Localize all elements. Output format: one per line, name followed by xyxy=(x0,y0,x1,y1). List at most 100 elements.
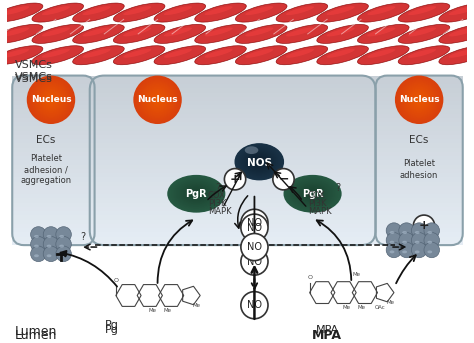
Bar xyxy=(12,97,95,101)
Ellipse shape xyxy=(327,49,355,58)
Text: Lumen: Lumen xyxy=(15,324,57,338)
Circle shape xyxy=(37,86,65,114)
Bar xyxy=(375,88,463,93)
Ellipse shape xyxy=(34,235,39,238)
Bar xyxy=(12,118,95,122)
Bar xyxy=(375,207,463,211)
Circle shape xyxy=(147,90,168,110)
Circle shape xyxy=(48,96,55,103)
Bar xyxy=(90,139,375,143)
Ellipse shape xyxy=(42,6,70,15)
Ellipse shape xyxy=(449,49,474,58)
Ellipse shape xyxy=(177,181,215,206)
Circle shape xyxy=(396,76,443,123)
Bar xyxy=(90,80,375,84)
Ellipse shape xyxy=(250,155,268,168)
Bar xyxy=(375,135,463,139)
Bar xyxy=(90,101,375,105)
Circle shape xyxy=(39,88,63,111)
Text: ?: ? xyxy=(335,183,340,193)
Bar xyxy=(90,220,375,224)
Circle shape xyxy=(43,236,59,252)
Bar xyxy=(375,127,463,131)
Ellipse shape xyxy=(439,46,474,65)
Text: PI3K: PI3K xyxy=(308,199,326,208)
Text: −: − xyxy=(278,173,289,186)
Text: Me: Me xyxy=(192,303,201,308)
Circle shape xyxy=(386,242,401,258)
Bar xyxy=(12,165,95,169)
Bar xyxy=(90,160,375,165)
Ellipse shape xyxy=(428,231,432,234)
Bar xyxy=(375,186,463,190)
Circle shape xyxy=(27,76,74,123)
Bar xyxy=(375,105,463,109)
Ellipse shape xyxy=(171,177,221,210)
Circle shape xyxy=(142,84,173,116)
Bar xyxy=(375,194,463,199)
Ellipse shape xyxy=(246,152,273,172)
Bar xyxy=(12,135,95,139)
Ellipse shape xyxy=(317,24,368,44)
Ellipse shape xyxy=(188,189,204,199)
Bar xyxy=(375,97,463,101)
Ellipse shape xyxy=(357,46,409,65)
Bar xyxy=(90,228,375,233)
Ellipse shape xyxy=(82,6,110,15)
Bar xyxy=(90,156,375,160)
Ellipse shape xyxy=(276,3,328,22)
Ellipse shape xyxy=(249,154,269,169)
Ellipse shape xyxy=(248,153,271,170)
Ellipse shape xyxy=(449,27,474,36)
Bar xyxy=(12,152,95,156)
Bar xyxy=(90,105,375,109)
Circle shape xyxy=(154,96,161,103)
Bar xyxy=(12,194,95,199)
Ellipse shape xyxy=(284,176,341,212)
Ellipse shape xyxy=(46,235,52,238)
Ellipse shape xyxy=(241,148,278,176)
Ellipse shape xyxy=(252,156,266,167)
Ellipse shape xyxy=(244,150,274,173)
Ellipse shape xyxy=(367,49,395,58)
Text: O: O xyxy=(307,275,312,280)
Bar xyxy=(375,224,463,228)
Ellipse shape xyxy=(398,46,450,65)
Bar xyxy=(375,84,463,88)
Ellipse shape xyxy=(276,46,328,65)
Circle shape xyxy=(145,87,170,112)
Circle shape xyxy=(34,83,68,117)
Text: NO: NO xyxy=(247,242,262,252)
Circle shape xyxy=(134,76,181,123)
Ellipse shape xyxy=(178,182,214,205)
Ellipse shape xyxy=(236,3,287,22)
Ellipse shape xyxy=(402,250,407,253)
Ellipse shape xyxy=(257,160,262,164)
Bar xyxy=(90,181,375,186)
Circle shape xyxy=(40,89,62,111)
Circle shape xyxy=(137,79,178,121)
Circle shape xyxy=(401,81,438,118)
Ellipse shape xyxy=(189,189,203,198)
Ellipse shape xyxy=(82,49,110,58)
Text: NO: NO xyxy=(247,218,262,228)
Bar xyxy=(375,93,463,97)
Circle shape xyxy=(413,215,435,236)
Ellipse shape xyxy=(46,254,52,257)
Circle shape xyxy=(241,209,268,236)
Circle shape xyxy=(407,87,432,112)
Ellipse shape xyxy=(298,184,328,203)
Bar xyxy=(12,233,95,237)
Ellipse shape xyxy=(175,180,218,208)
Ellipse shape xyxy=(367,6,395,15)
Circle shape xyxy=(406,86,432,113)
Circle shape xyxy=(241,248,268,275)
Circle shape xyxy=(139,81,176,118)
Ellipse shape xyxy=(154,24,206,44)
Circle shape xyxy=(419,99,420,100)
Bar xyxy=(12,228,95,233)
Text: +: + xyxy=(230,173,240,186)
Ellipse shape xyxy=(59,245,64,248)
Bar xyxy=(375,199,463,203)
Circle shape xyxy=(136,78,179,121)
